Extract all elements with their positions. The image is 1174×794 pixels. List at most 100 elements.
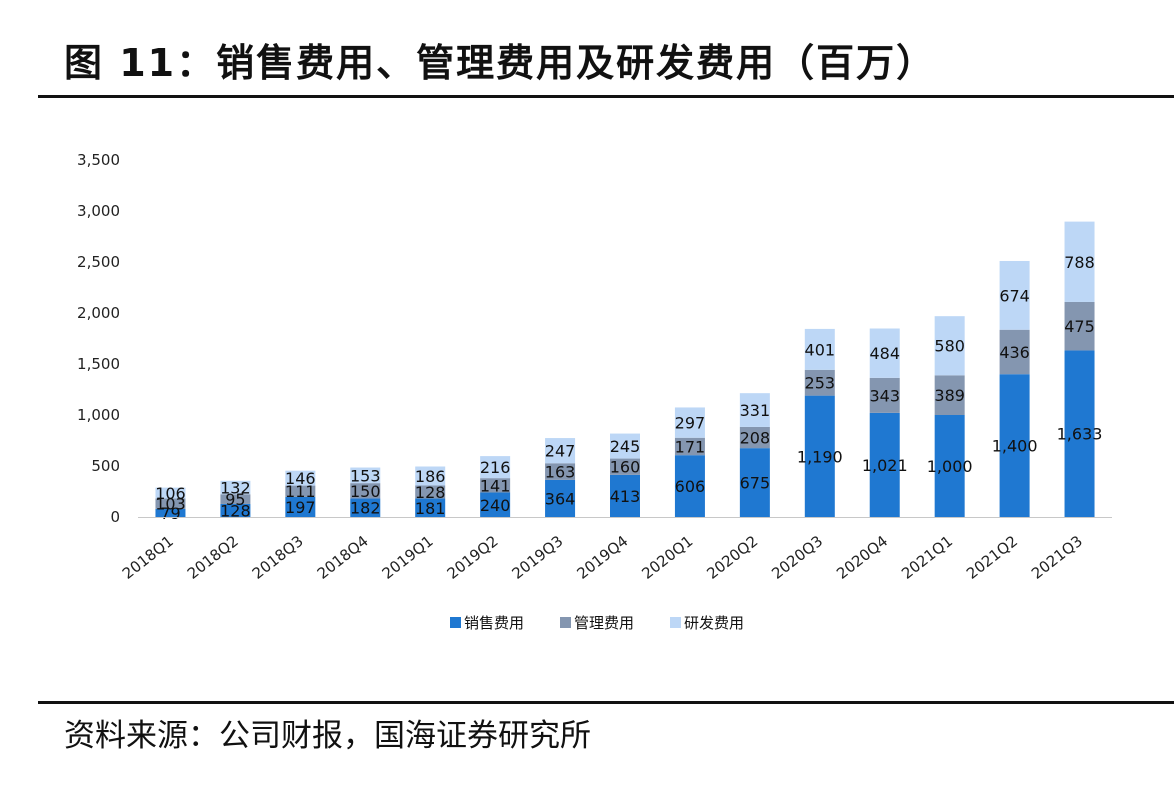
data-label: 128 bbox=[220, 501, 251, 520]
data-label: 413 bbox=[610, 487, 641, 506]
bar-segment bbox=[674, 407, 705, 438]
bar-segment bbox=[1064, 350, 1095, 517]
y-axis: 0 500 1,000 1,500 2,000 2,500 3,000 3,500 bbox=[77, 151, 120, 526]
data-label: 106 bbox=[155, 484, 186, 503]
bar-segment bbox=[285, 485, 316, 497]
x-tick-label: 2018Q3 bbox=[249, 532, 307, 583]
y-tick-label: 500 bbox=[91, 457, 120, 475]
data-label: 484 bbox=[869, 344, 900, 363]
data-label: 240 bbox=[480, 496, 511, 515]
bar-segment bbox=[545, 479, 576, 517]
bar-segment bbox=[739, 393, 770, 427]
data-label: 181 bbox=[415, 499, 446, 518]
bar-segment bbox=[934, 415, 965, 517]
data-label: 141 bbox=[480, 476, 511, 495]
source-divider bbox=[38, 701, 1174, 704]
x-tick-label: 2019Q4 bbox=[573, 532, 631, 583]
data-label: 606 bbox=[675, 477, 706, 496]
bar-segment bbox=[155, 487, 186, 499]
data-label: 150 bbox=[350, 482, 381, 501]
bar-segment bbox=[1064, 221, 1095, 302]
data-label: 389 bbox=[934, 386, 965, 405]
bar-segment bbox=[934, 316, 965, 376]
bar-segment bbox=[869, 328, 900, 378]
x-tick-label: 2021Q1 bbox=[898, 532, 956, 583]
bar-segment bbox=[220, 494, 251, 504]
bar-segment bbox=[869, 412, 900, 517]
bar-segment bbox=[545, 463, 576, 480]
legend-swatch bbox=[450, 617, 461, 628]
x-tick-label: 2018Q4 bbox=[314, 532, 372, 583]
y-tick-label: 3,000 bbox=[77, 202, 120, 220]
x-tick-label: 2020Q3 bbox=[768, 532, 826, 583]
x-tick-label: 2020Q4 bbox=[833, 532, 891, 583]
bar-segment bbox=[480, 492, 511, 517]
data-label: 253 bbox=[805, 374, 836, 393]
data-label: 1,190 bbox=[797, 447, 843, 466]
x-tick-label: 2020Q1 bbox=[638, 532, 696, 583]
bar-segment bbox=[350, 483, 381, 499]
bar-segment bbox=[415, 498, 446, 517]
bar-segment bbox=[999, 374, 1030, 517]
bar-segment bbox=[350, 467, 381, 484]
bar-segment bbox=[415, 466, 446, 486]
bar-segment bbox=[1064, 301, 1095, 351]
bar-segment bbox=[739, 448, 770, 517]
bar-segment bbox=[155, 498, 186, 509]
bar-segment bbox=[804, 328, 835, 370]
data-label: 245 bbox=[610, 437, 641, 456]
bar-segment bbox=[934, 375, 965, 415]
y-tick-label: 1,500 bbox=[77, 355, 120, 373]
data-label: 128 bbox=[415, 483, 446, 502]
bar-segment bbox=[610, 433, 640, 459]
bar-segment bbox=[804, 395, 835, 517]
data-label: 197 bbox=[285, 498, 316, 517]
x-axis: 2018Q1 2018Q2 2018Q3 2018Q4 2019Q1 2019Q2 2019… bbox=[119, 517, 1112, 583]
bar-segment bbox=[804, 369, 835, 396]
y-tick-label: 2,500 bbox=[77, 253, 120, 271]
bar-segment bbox=[480, 478, 511, 493]
figure-title: 图 11：销售费用、管理费用及研发费用（百万） bbox=[64, 41, 937, 85]
bar-segment bbox=[480, 456, 511, 479]
bar-segment bbox=[220, 480, 251, 495]
bar-segment bbox=[739, 426, 770, 449]
data-label: 788 bbox=[1064, 253, 1095, 272]
data-label: 364 bbox=[545, 489, 576, 508]
data-label: 436 bbox=[999, 343, 1030, 362]
source-note: 资料来源：公司财报，国海证券研究所 bbox=[64, 718, 591, 754]
bar-segment bbox=[285, 496, 316, 517]
data-label: 343 bbox=[869, 386, 900, 405]
bar-segment bbox=[350, 498, 381, 517]
data-label: 111 bbox=[285, 482, 316, 501]
data-label: 580 bbox=[934, 337, 965, 356]
x-tick-label: 2018Q1 bbox=[119, 532, 177, 583]
legend-swatch bbox=[560, 617, 571, 628]
legend-label: 研发费用 bbox=[684, 614, 744, 632]
bar-segment bbox=[285, 470, 316, 486]
x-tick-label: 2018Q2 bbox=[184, 532, 242, 583]
x-tick-label: 2021Q3 bbox=[1028, 532, 1086, 583]
data-label: 216 bbox=[480, 458, 511, 477]
data-label: 160 bbox=[610, 458, 641, 477]
x-tick-label: 2019Q1 bbox=[379, 532, 437, 583]
legend-label: 销售费用 bbox=[464, 614, 524, 632]
stacked-bar-chart: 0 500 1,000 1,500 2,000 2,500 3,000 3,500 79103… bbox=[77, 151, 1112, 632]
x-tick-label: 2021Q2 bbox=[963, 532, 1021, 583]
y-tick-label: 1,000 bbox=[77, 406, 120, 424]
data-label: 163 bbox=[545, 463, 576, 482]
data-labels-group: 7910310612895132197111146182150153181128… bbox=[155, 253, 1102, 523]
y-tick-label: 0 bbox=[110, 508, 120, 526]
data-label: 247 bbox=[545, 442, 576, 461]
bar-segment bbox=[610, 474, 640, 517]
bar-segment bbox=[674, 455, 705, 517]
data-label: 171 bbox=[675, 437, 706, 456]
data-label: 401 bbox=[805, 340, 836, 359]
title-divider bbox=[38, 95, 1174, 98]
data-label: 297 bbox=[675, 414, 706, 433]
data-label: 475 bbox=[1064, 317, 1095, 336]
bar-segment bbox=[415, 485, 446, 499]
y-tick-label: 3,500 bbox=[77, 151, 120, 169]
legend: 销售费用 管理费用 研发费用 bbox=[450, 614, 744, 632]
bar-segment bbox=[999, 260, 1030, 330]
data-label: 1,021 bbox=[862, 456, 908, 475]
